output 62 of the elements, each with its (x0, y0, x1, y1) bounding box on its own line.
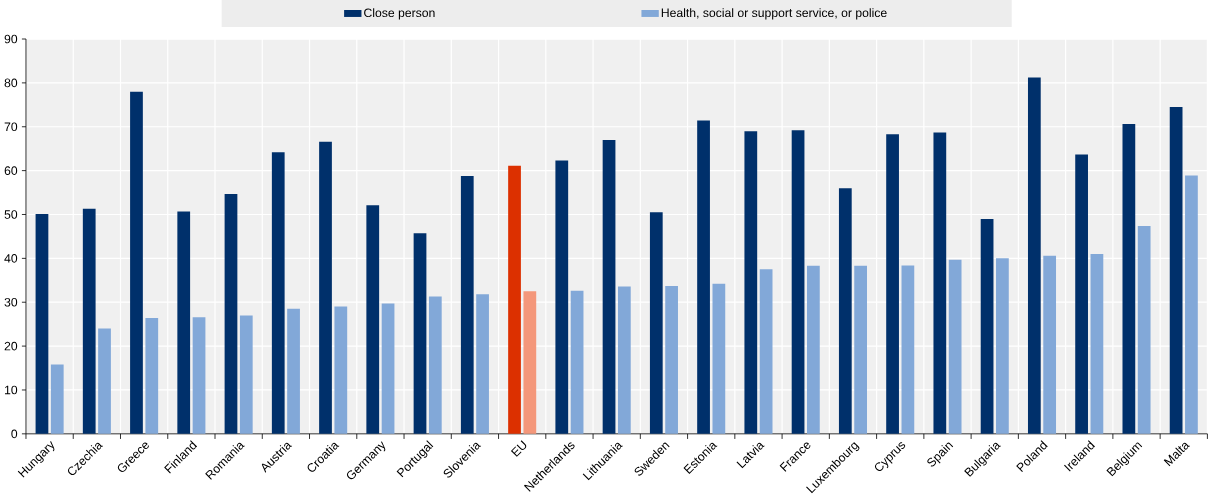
bar (366, 205, 380, 434)
y-tick-label: 0 (11, 429, 18, 439)
bar (224, 193, 238, 434)
bar (334, 306, 348, 434)
bar (271, 152, 285, 434)
bar (130, 91, 143, 434)
legend-label: Close person (364, 8, 435, 20)
bar (744, 131, 758, 434)
bar (980, 218, 994, 434)
bar (948, 259, 962, 434)
bar (319, 141, 332, 434)
bar (854, 265, 867, 434)
bar (555, 160, 569, 434)
y-tick-label: 40 (4, 254, 18, 263)
bar (649, 212, 663, 434)
bar (996, 258, 1009, 434)
y-tick-label: 80 (4, 78, 18, 88)
bar (476, 294, 489, 434)
bar (35, 214, 49, 434)
y-tick-label: 10 (4, 385, 18, 395)
bar (413, 233, 427, 434)
bar (1043, 255, 1057, 434)
y-tick-label: 30 (4, 297, 18, 307)
y-tick-label: 60 (4, 166, 18, 175)
bar (98, 328, 111, 434)
bar (570, 290, 584, 434)
bar (1027, 77, 1041, 434)
bar (617, 286, 631, 434)
bar (712, 283, 726, 434)
bar (807, 265, 820, 434)
bar (1075, 154, 1088, 434)
bar (665, 285, 678, 434)
bar (901, 265, 915, 434)
bar (933, 132, 947, 434)
bar (287, 308, 300, 434)
bar (602, 139, 616, 434)
bar (192, 317, 206, 434)
y-tick-label: 70 (4, 122, 18, 132)
bar (50, 364, 64, 434)
y-tick-label: 50 (4, 210, 18, 219)
bar (886, 134, 899, 434)
bar (428, 296, 442, 434)
bar (1137, 225, 1151, 434)
y-tick-label: 20 (4, 341, 18, 351)
bar (838, 188, 852, 434)
bar (523, 291, 537, 434)
bar (1185, 175, 1198, 434)
bar (177, 211, 191, 434)
bar (1169, 106, 1183, 434)
bar (697, 120, 710, 434)
bar (239, 315, 253, 434)
bar (145, 318, 159, 434)
bar (508, 165, 521, 434)
legend-label: Health, social or support service, or police (661, 8, 887, 20)
bar (82, 208, 96, 434)
y-tick-label: 90 (4, 34, 18, 44)
bar (460, 175, 474, 434)
bar (381, 303, 395, 434)
bar (759, 269, 773, 434)
bar (791, 130, 805, 434)
bar (1090, 253, 1104, 434)
bar (1122, 124, 1136, 434)
